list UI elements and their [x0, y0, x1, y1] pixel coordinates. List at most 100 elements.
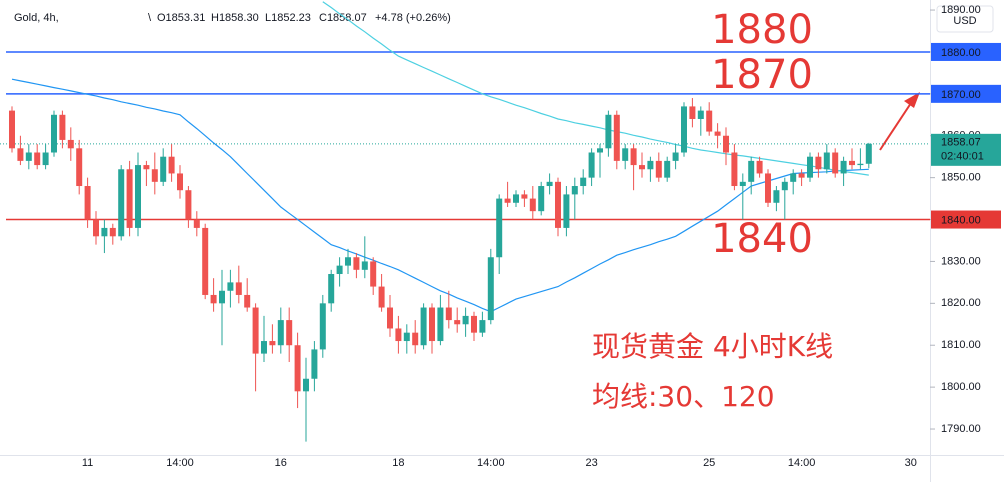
candle-body — [143, 165, 150, 170]
moving-average — [11, 78, 869, 313]
candle-body — [429, 307, 435, 342]
candle-body — [555, 181, 561, 228]
candle-body — [252, 307, 259, 354]
candle-body — [51, 114, 57, 153]
candle-body — [487, 257, 494, 321]
candle-body — [345, 257, 351, 266]
candle-body — [849, 160, 855, 166]
candle-body — [84, 186, 91, 220]
x-tick-label: 23 — [585, 457, 597, 469]
candle-body — [202, 227, 209, 295]
candle-body — [613, 114, 620, 161]
candle-body — [479, 320, 486, 333]
candle-body — [109, 227, 116, 237]
candle-body — [118, 169, 125, 237]
candle-body — [311, 349, 318, 379]
candle-body — [588, 152, 595, 178]
candle-body — [714, 131, 721, 136]
candle-body — [748, 160, 755, 182]
last-price-label: 1858.07 — [941, 137, 981, 149]
ohlc-value: H1858.30 — [211, 12, 259, 24]
candle-body — [126, 169, 133, 228]
candle-body — [269, 341, 276, 346]
candle-body — [9, 110, 15, 149]
level-tag-label: 1840.00 — [941, 214, 981, 226]
candle-body — [235, 282, 242, 295]
candle-body — [765, 173, 771, 203]
candle-body — [294, 345, 301, 392]
candle-body — [723, 135, 729, 153]
candle-body — [67, 139, 74, 149]
annotation: 1870 — [711, 52, 813, 98]
candle-body — [353, 257, 360, 270]
currency[interactable]: USD — [953, 15, 976, 27]
candle-body — [681, 106, 687, 153]
candle-body — [420, 307, 427, 346]
candle-body — [395, 328, 402, 342]
candle-body — [135, 165, 141, 228]
arrow-head — [904, 92, 920, 108]
candle-body — [370, 261, 377, 287]
candle-body — [319, 303, 326, 350]
candle-body — [151, 169, 158, 182]
y-tick-label: 1790.00 — [941, 423, 981, 435]
candle-body — [706, 110, 713, 132]
candle-body — [261, 341, 267, 354]
candle-body — [101, 227, 108, 237]
candle-body — [361, 261, 368, 270]
symbol: Gold, 4h, — [14, 12, 59, 24]
candle-body — [210, 294, 217, 304]
level-tag-label: 1880.00 — [941, 47, 981, 59]
currency-box[interactable] — [936, 5, 994, 33]
y-tick-label: 1850.00 — [941, 172, 981, 184]
candle-body — [630, 148, 637, 166]
candle-body — [857, 163, 864, 166]
y-tick-label: 1830.00 — [941, 255, 981, 267]
candle-body — [815, 156, 822, 170]
candle-body — [227, 282, 234, 291]
candle-body — [731, 152, 738, 187]
level-tag — [931, 42, 1001, 61]
x-tick-label: 30 — [905, 457, 917, 469]
countdown: 02:40:01 — [941, 151, 984, 163]
candle-body — [185, 190, 192, 220]
separator: \ — [148, 12, 152, 24]
y-tick-label: 1820.00 — [941, 297, 981, 309]
candle-body — [193, 219, 200, 228]
candle-body — [781, 181, 788, 191]
candle-body — [454, 320, 461, 325]
ohlc-value: +4.78 (+0.26%) — [375, 12, 451, 24]
candle-body — [639, 165, 645, 170]
candle-body — [303, 378, 309, 392]
x-tick-label: 25 — [703, 457, 715, 469]
candle-body — [807, 156, 813, 178]
last-price-tag — [931, 133, 1001, 166]
candle-body — [647, 160, 654, 170]
x-tick-label: 14:00 — [166, 457, 194, 469]
candle-body — [462, 315, 469, 325]
candle-body — [529, 198, 536, 212]
candle-body — [277, 320, 284, 346]
candle-body — [546, 181, 553, 187]
candle-body — [177, 173, 183, 191]
candle-body — [823, 152, 830, 170]
candle-body — [437, 307, 444, 342]
y-tick-label: 1810.00 — [941, 339, 981, 351]
moving-average — [322, 1, 869, 176]
candle-body — [93, 219, 99, 237]
annotation: 现货黄金 4小时K线 — [592, 330, 833, 363]
x-tick-label: 16 — [275, 457, 287, 469]
candle-body — [798, 173, 805, 178]
candle-body — [244, 294, 251, 308]
candle-body — [832, 152, 839, 174]
candle-body — [412, 332, 419, 346]
annotation: 1880 — [711, 7, 813, 53]
candle-body — [336, 265, 343, 275]
arrow — [879, 99, 914, 151]
candle-body — [219, 290, 225, 304]
candle-body — [739, 181, 746, 187]
candle-body — [160, 156, 167, 182]
level-tag — [931, 84, 1001, 103]
candle-body — [689, 106, 696, 119]
